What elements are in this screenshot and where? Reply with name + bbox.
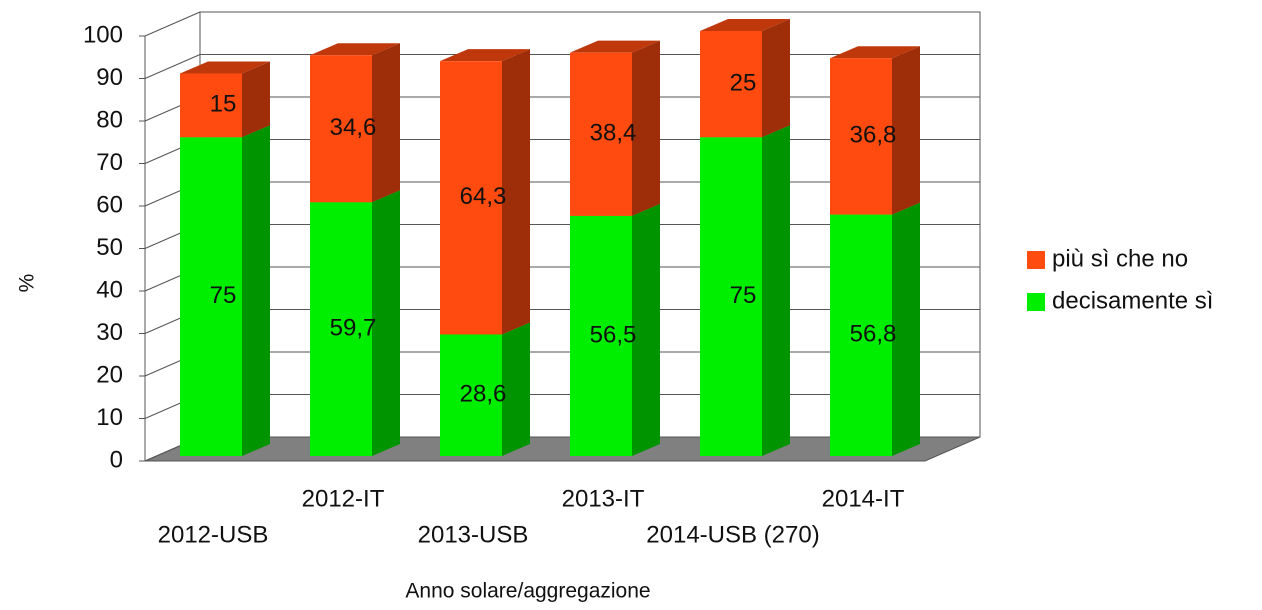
bar-side	[762, 19, 790, 138]
bar-side	[762, 125, 790, 456]
bar-segment	[180, 61, 270, 138]
bar-top	[830, 46, 920, 59]
bar-side	[892, 46, 920, 215]
legend-label: decisamente sì	[1052, 287, 1213, 314]
bar-segment	[310, 190, 400, 456]
grid-line	[144, 11, 201, 37]
y-tick-label: 90	[96, 64, 123, 91]
bar-front	[310, 202, 372, 456]
bar-front	[180, 73, 242, 138]
x-tick-label: 2013-USB	[418, 521, 529, 548]
data-label: 38,4	[590, 120, 637, 147]
bar-front	[440, 334, 502, 456]
y-axis-label: %	[16, 274, 39, 293]
bar-side	[372, 190, 400, 456]
bar-front	[570, 215, 632, 456]
bar-front	[830, 214, 892, 456]
bar-segment	[830, 46, 920, 215]
y-tick-label: 40	[96, 276, 123, 303]
x-tick-label: 2013-IT	[562, 485, 645, 512]
y-tick-label: 20	[96, 361, 123, 388]
data-label: 64,3	[460, 183, 507, 210]
bar-side	[632, 203, 660, 456]
legend-swatch	[1027, 251, 1045, 269]
bar-side	[372, 43, 400, 203]
bar-top	[700, 19, 790, 31]
y-tick-label: 100	[83, 21, 123, 48]
bar-side	[242, 61, 270, 138]
x-tick-label: 2012-USB	[158, 521, 269, 548]
bar-side	[632, 40, 660, 216]
data-label: 56,5	[590, 321, 637, 348]
x-tick-label: 2012-IT	[302, 485, 385, 512]
data-label: 56,8	[850, 321, 897, 348]
bar-front	[310, 55, 372, 203]
bar-front	[830, 58, 892, 215]
legend-swatch	[1027, 293, 1045, 311]
bar-segment	[700, 125, 790, 456]
y-tick-label: 10	[96, 404, 123, 431]
y-tick-label: 60	[96, 191, 123, 218]
bar-top	[440, 49, 530, 62]
bar-side	[242, 125, 270, 456]
bar-front	[440, 61, 502, 335]
bar-front	[700, 31, 762, 138]
data-label: 25	[730, 69, 757, 96]
bar-segment	[700, 19, 790, 138]
bar-front	[180, 137, 242, 456]
x-tick-label: 2014-USB (270)	[646, 521, 819, 548]
y-tick-label: 50	[96, 234, 123, 261]
data-label: 75	[210, 282, 237, 309]
y-tick-label: 80	[96, 106, 123, 133]
data-label: 15	[210, 91, 237, 118]
data-label: 75	[730, 282, 757, 309]
x-tick-label: 2014-IT	[822, 485, 905, 512]
bar-segment	[570, 40, 660, 216]
bar-front	[700, 137, 762, 456]
x-axis-label: Anno solare/aggregazione	[405, 580, 650, 603]
bar-top	[310, 43, 400, 56]
data-label: 59,7	[330, 314, 377, 341]
bar-top	[180, 61, 270, 74]
bar-side	[502, 322, 530, 456]
bar-top	[570, 40, 660, 53]
grid-line	[144, 54, 201, 79]
y-tick-label: 30	[96, 319, 123, 346]
data-label: 36,8	[850, 122, 897, 149]
y-tick-label: 0	[110, 446, 123, 473]
bar-segment	[440, 49, 530, 335]
bar-front	[570, 52, 632, 216]
legend-label: più sì che no	[1052, 245, 1188, 272]
y-tick-label: 70	[96, 149, 123, 176]
bar-side	[502, 49, 530, 335]
bar-segment	[310, 43, 400, 203]
bar-side	[892, 202, 920, 456]
data-label: 34,6	[330, 114, 377, 141]
data-label: 28,6	[460, 381, 507, 408]
